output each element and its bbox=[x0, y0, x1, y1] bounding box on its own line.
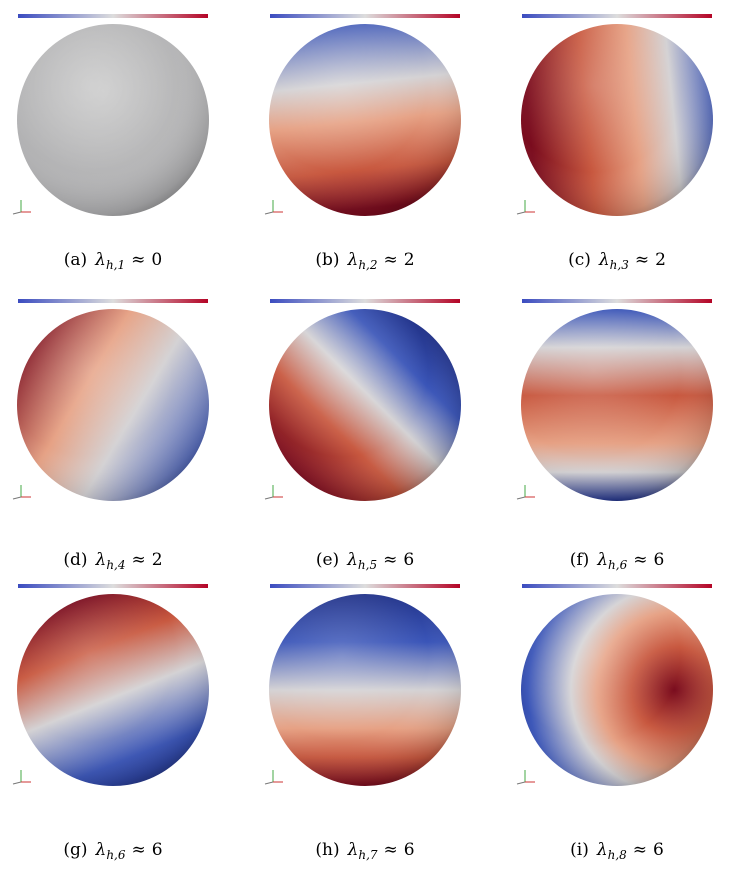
caption-symbol: λ bbox=[94, 250, 106, 270]
caption-value: 6 bbox=[152, 840, 163, 860]
sphere-shading bbox=[269, 594, 461, 786]
colorbar bbox=[522, 14, 712, 18]
axis-triad bbox=[13, 212, 21, 214]
caption-relation: ≈ bbox=[633, 550, 647, 570]
panel: (a) λh,1 ≈0 bbox=[13, 14, 209, 272]
caption-relation: ≈ bbox=[633, 840, 647, 860]
axis-triad bbox=[13, 782, 21, 784]
caption-symbol: λ bbox=[347, 840, 359, 860]
caption-label: (a) bbox=[64, 250, 87, 270]
caption-relation: ≈ bbox=[635, 250, 649, 270]
panel: (e) λh,5 ≈6 bbox=[265, 299, 461, 572]
figure: (a)λh,1≈0(b)λh,2≈2(c)λh,3≈2(d)λh,4≈2(e)λ… bbox=[0, 0, 731, 878]
caption: (i) λh,8 ≈6 bbox=[570, 840, 664, 862]
caption-value: 6 bbox=[404, 840, 415, 860]
colorbar bbox=[270, 299, 460, 303]
caption-symbol: λ bbox=[596, 840, 608, 860]
panel: (g) λh,6 ≈6 bbox=[13, 584, 209, 862]
panel: (h) λh,7 ≈6 bbox=[265, 584, 461, 862]
caption-symbol: λ bbox=[95, 550, 107, 570]
panel: (b) λh,2 ≈2 bbox=[265, 14, 461, 272]
caption-value: 6 bbox=[403, 550, 414, 570]
caption-label: (b) bbox=[315, 250, 339, 270]
caption-subscript: h,7 bbox=[358, 848, 378, 862]
caption: (g) λh,6 ≈6 bbox=[63, 840, 162, 862]
axis-triad bbox=[517, 782, 525, 784]
sphere-shading bbox=[269, 24, 461, 216]
caption-subscript: h,4 bbox=[106, 558, 125, 572]
caption: (h) λh,7 ≈6 bbox=[315, 840, 414, 862]
axis-triad bbox=[13, 497, 21, 499]
caption-value: 2 bbox=[655, 250, 666, 270]
colorbar bbox=[18, 14, 208, 18]
caption-label: (h) bbox=[315, 840, 339, 860]
colorbar bbox=[522, 299, 712, 303]
caption-subscript: h,2 bbox=[358, 258, 377, 272]
caption-relation: ≈ bbox=[132, 550, 146, 570]
caption: (d) λh,4 ≈2 bbox=[63, 550, 162, 572]
caption-subscript: h,6 bbox=[608, 558, 628, 572]
caption-label: (g) bbox=[63, 840, 87, 860]
caption-relation: ≈ bbox=[383, 550, 397, 570]
axis-triad bbox=[517, 497, 525, 499]
sphere-shading bbox=[521, 594, 713, 786]
caption: (b) λh,2 ≈2 bbox=[315, 250, 414, 272]
caption-symbol: λ bbox=[596, 550, 608, 570]
panel: (d) λh,4 ≈2 bbox=[13, 299, 209, 572]
panel: (f) λh,6 ≈6 bbox=[517, 299, 713, 572]
caption-subscript: h,6 bbox=[106, 848, 126, 862]
caption-symbol: λ bbox=[95, 840, 107, 860]
caption: (a) λh,1 ≈0 bbox=[64, 250, 162, 272]
caption-label: (f) bbox=[570, 550, 590, 570]
caption-relation: ≈ bbox=[131, 250, 145, 270]
caption-value: 6 bbox=[653, 550, 664, 570]
sphere-shading bbox=[17, 309, 209, 501]
caption-label: (c) bbox=[568, 250, 591, 270]
caption-subscript: h,3 bbox=[610, 258, 630, 272]
sphere-shading bbox=[17, 594, 209, 786]
caption-label: (i) bbox=[570, 840, 589, 860]
colorbar bbox=[18, 299, 208, 303]
caption-value: 2 bbox=[152, 550, 163, 570]
page: (a)λh,1≈0(b)λh,2≈2(c)λh,3≈2(d)λh,4≈2(e)λ… bbox=[0, 0, 731, 878]
colorbar bbox=[270, 584, 460, 588]
caption-label: (d) bbox=[63, 550, 87, 570]
panel: (c) λh,3 ≈2 bbox=[517, 14, 713, 272]
caption-value: 6 bbox=[653, 840, 664, 860]
caption-symbol: λ bbox=[598, 250, 610, 270]
sphere-shading bbox=[521, 24, 713, 216]
sphere-shading bbox=[521, 309, 713, 501]
panel: (i) λh,8 ≈6 bbox=[517, 584, 713, 862]
caption: (f) λh,6 ≈6 bbox=[570, 550, 665, 572]
caption-relation: ≈ bbox=[384, 250, 398, 270]
sphere-shading bbox=[269, 309, 461, 501]
sphere-shading bbox=[17, 24, 209, 216]
caption-value: 2 bbox=[404, 250, 415, 270]
caption-subscript: h,1 bbox=[106, 258, 125, 272]
caption-value: 0 bbox=[151, 250, 162, 270]
axis-triad bbox=[265, 497, 273, 499]
caption-label: (e) bbox=[316, 550, 339, 570]
caption-subscript: h,8 bbox=[608, 848, 628, 862]
caption-relation: ≈ bbox=[132, 840, 146, 860]
caption: (e) λh,5 ≈6 bbox=[316, 550, 414, 572]
colorbar bbox=[270, 14, 460, 18]
caption-subscript: h,5 bbox=[358, 558, 377, 572]
axis-triad bbox=[517, 212, 525, 214]
axis-triad bbox=[265, 212, 273, 214]
colorbar bbox=[18, 584, 208, 588]
caption-symbol: λ bbox=[346, 550, 358, 570]
axis-triad bbox=[265, 782, 273, 784]
caption: (c) λh,3 ≈2 bbox=[568, 250, 666, 272]
caption-relation: ≈ bbox=[384, 840, 398, 860]
caption-symbol: λ bbox=[347, 250, 359, 270]
colorbar bbox=[522, 584, 712, 588]
